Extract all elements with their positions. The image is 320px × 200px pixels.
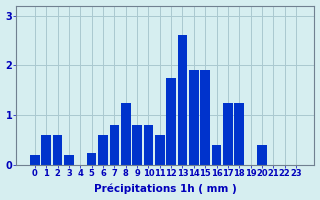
Bar (212, 145, 221, 165)
Bar (87, 153, 96, 165)
Bar (98, 135, 108, 165)
Bar (144, 125, 153, 165)
Bar (155, 135, 164, 165)
Bar (121, 103, 131, 165)
Bar (178, 35, 187, 165)
Bar (257, 145, 267, 165)
Bar (223, 103, 233, 165)
Bar (132, 125, 142, 165)
Bar (30, 155, 40, 165)
Bar (235, 103, 244, 165)
Bar (53, 135, 62, 165)
Bar (64, 155, 74, 165)
Bar (189, 70, 199, 165)
Bar (109, 125, 119, 165)
Bar (41, 135, 51, 165)
Bar (200, 70, 210, 165)
Bar (166, 78, 176, 165)
X-axis label: Précipitations 1h ( mm ): Précipitations 1h ( mm ) (94, 184, 237, 194)
